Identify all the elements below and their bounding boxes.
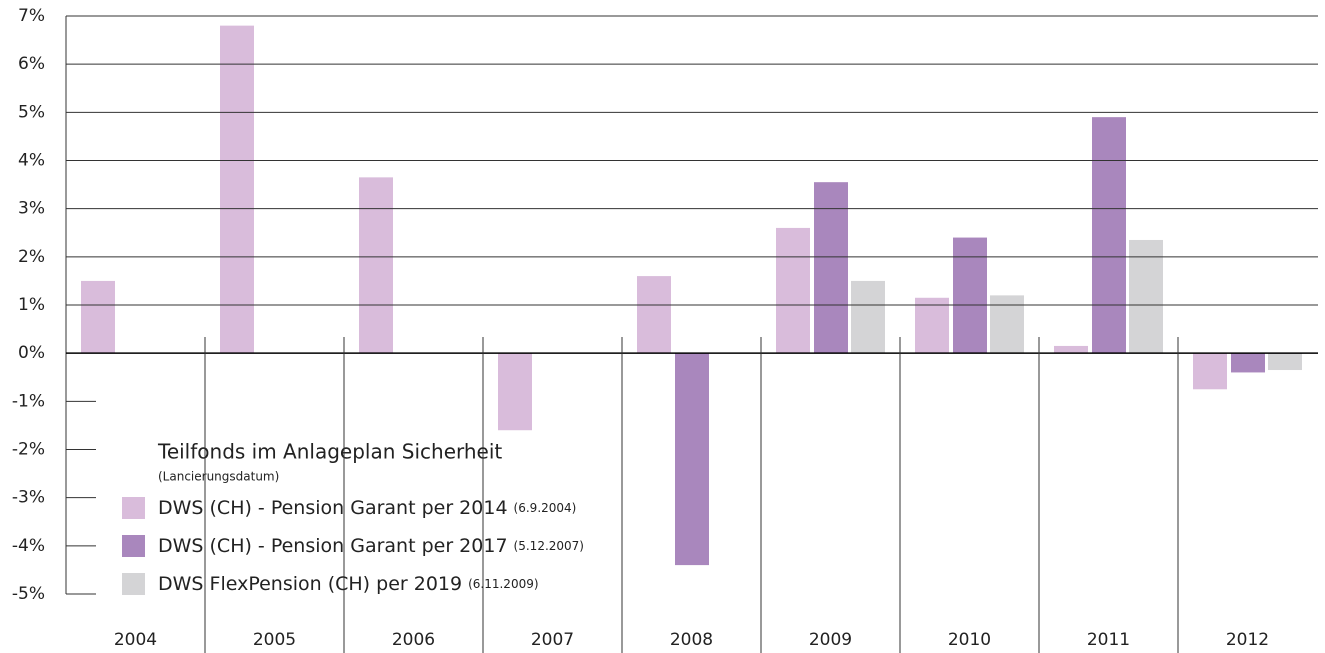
bar (814, 182, 848, 354)
bar (81, 280, 115, 354)
legend-title: Teilfonds im Anlageplan Sicherheit (157, 440, 502, 464)
legend-label: DWS (CH) - Pension Garant per 2014 (6.9.2… (158, 497, 576, 519)
legend-name: DWS (CH) - Pension Garant per 2017 (158, 535, 508, 557)
bar (1129, 239, 1163, 354)
bar (953, 237, 987, 354)
x-tick-label: 2012 (1226, 630, 1269, 650)
bar (498, 353, 532, 431)
x-tick-label: 2004 (114, 630, 157, 650)
x-tick-label: 2008 (670, 630, 713, 650)
bar (776, 227, 810, 354)
bar (359, 177, 393, 354)
y-tick-label: 4% (18, 151, 45, 171)
x-tick-label: 2009 (809, 630, 852, 650)
y-tick-label: -1% (12, 391, 45, 411)
legend-swatch (122, 573, 145, 595)
legend-date: (6.9.2004) (514, 501, 577, 515)
y-tick-label: -2% (12, 440, 45, 460)
y-tick-label: -3% (12, 488, 45, 508)
legend-date: (5.12.2007) (514, 539, 584, 553)
y-tick-label: -4% (12, 536, 45, 556)
y-tick-label: 2% (18, 247, 45, 267)
y-tick-label: 3% (18, 199, 45, 219)
legend-name: DWS (CH) - Pension Garant per 2014 (158, 497, 508, 519)
y-tick-label: 7% (18, 6, 45, 26)
legend-swatch (122, 497, 145, 519)
legend-swatch (122, 535, 145, 557)
bar (915, 297, 949, 354)
bar (220, 25, 254, 354)
y-tick-label: -5% (12, 584, 45, 604)
legend-label: DWS (CH) - Pension Garant per 2017 (5.12.… (158, 535, 584, 557)
x-tick-label: 2006 (392, 630, 435, 650)
x-tick-label: 2010 (948, 630, 991, 650)
x-tick-label: 2011 (1087, 630, 1130, 650)
x-tick-label: 2007 (531, 630, 574, 650)
bar (675, 353, 709, 566)
bar (851, 280, 885, 354)
y-tick-label: 0% (18, 343, 45, 363)
y-tick-label: 6% (18, 54, 45, 74)
bar (990, 295, 1024, 354)
bar (1092, 117, 1126, 354)
bar (1231, 353, 1265, 373)
legend-date: (6.11.2009) (468, 577, 538, 591)
bar (1268, 353, 1302, 371)
bar (1054, 345, 1088, 354)
x-tick-label: 2005 (253, 630, 296, 650)
y-tick-label: 5% (18, 102, 45, 122)
y-tick-label: 1% (18, 295, 45, 315)
legend-subtitle: (Lancierungsdatum) (158, 470, 279, 484)
legend-name: DWS FlexPension (CH) per 2019 (158, 573, 462, 595)
legend-label: DWS FlexPension (CH) per 2019 (6.11.2009) (158, 573, 539, 595)
bars (81, 25, 1302, 566)
bar (1193, 353, 1227, 390)
axes: -5% -4% -3% -2% -1% 0% 1% 2% 3% 4% 5% 6% 7% 2004 2005 2… (12, 6, 1318, 653)
bar (637, 276, 671, 354)
